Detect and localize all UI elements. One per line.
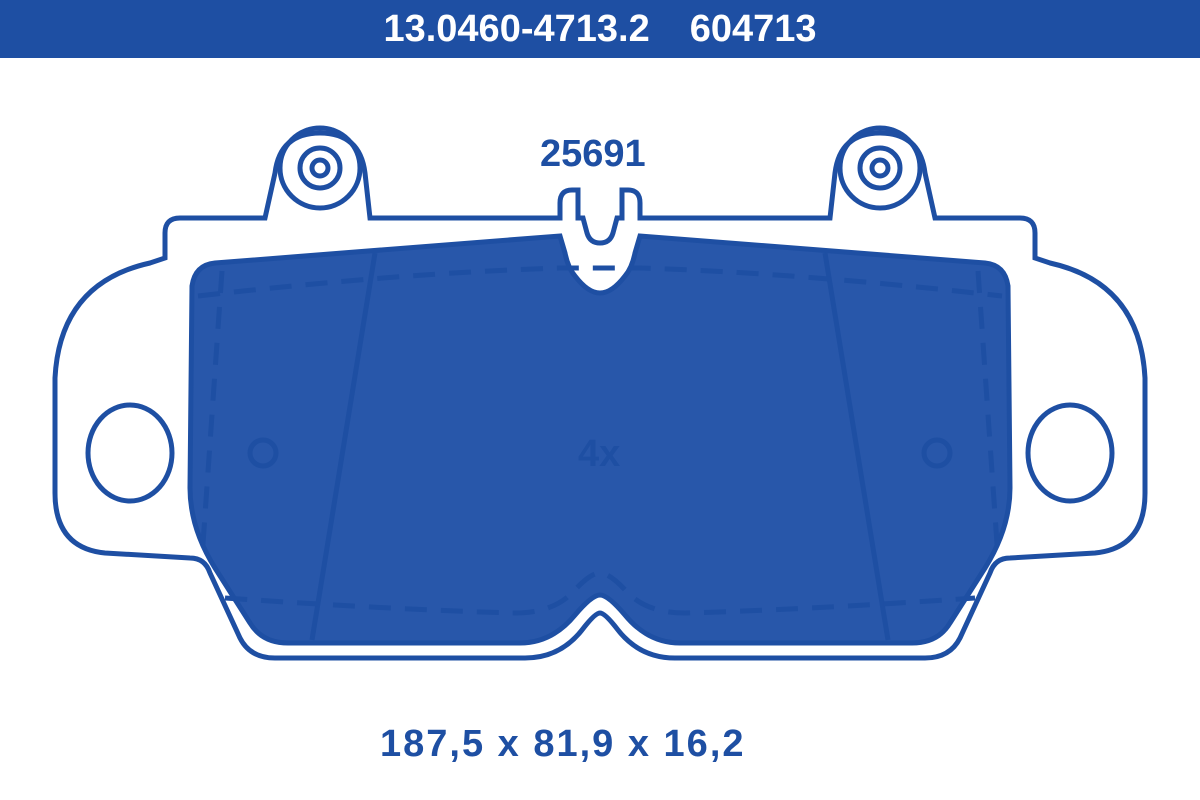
- dimensions-label: 187,5 x 81,9 x 16,2: [380, 723, 746, 766]
- diagram-container: 25691 4x 187,5 x 81,9 x 16,2: [0, 58, 1200, 800]
- part-number-secondary: 604713: [690, 8, 817, 51]
- part-number-primary: 13.0460-4713.2: [383, 8, 649, 51]
- quantity-label: 4x: [578, 433, 620, 476]
- top-code-label: 25691: [540, 133, 646, 176]
- header-bar: 13.0460-4713.2 604713: [0, 0, 1200, 58]
